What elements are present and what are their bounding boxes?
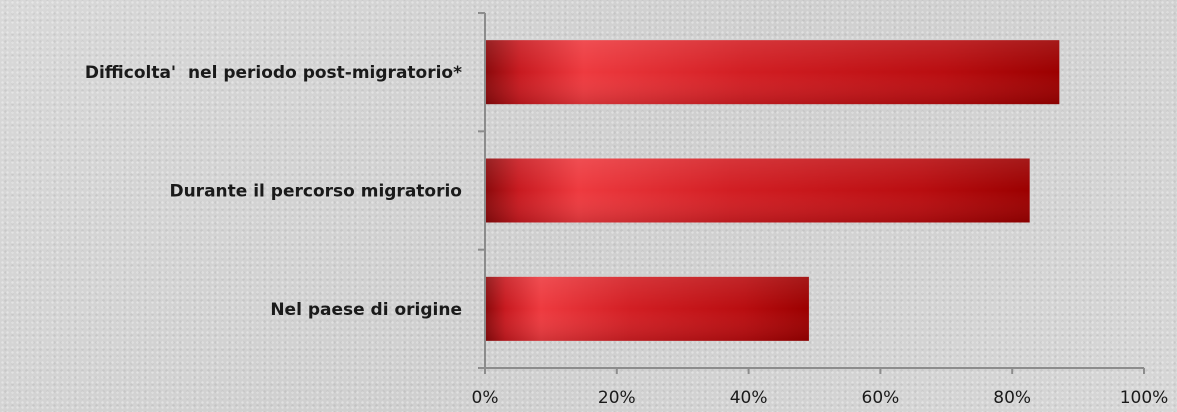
x-tick-label: 0%	[472, 388, 499, 408]
category-label: Difficolta' nel periodo post-migratorio*	[85, 63, 462, 83]
x-tick-label: 20%	[598, 388, 636, 408]
x-tick-label: 60%	[862, 388, 900, 408]
labels-layer: 0% 20% 40% 60% 80% 100% Difficolta' nel period…	[85, 63, 1168, 408]
bar-shade	[486, 158, 1030, 223]
x-tick-label: 80%	[993, 388, 1031, 408]
x-tick-label: 40%	[730, 388, 768, 408]
bar-shade	[486, 40, 1060, 105]
category-label: Nel paese di origine	[270, 300, 462, 320]
bars-layer	[486, 40, 1060, 341]
x-tick-label: 100%	[1120, 388, 1169, 408]
axis-layer	[478, 12, 1145, 374]
category-label: Durante il percorso migratorio	[169, 182, 462, 202]
bar-shade	[486, 276, 809, 341]
